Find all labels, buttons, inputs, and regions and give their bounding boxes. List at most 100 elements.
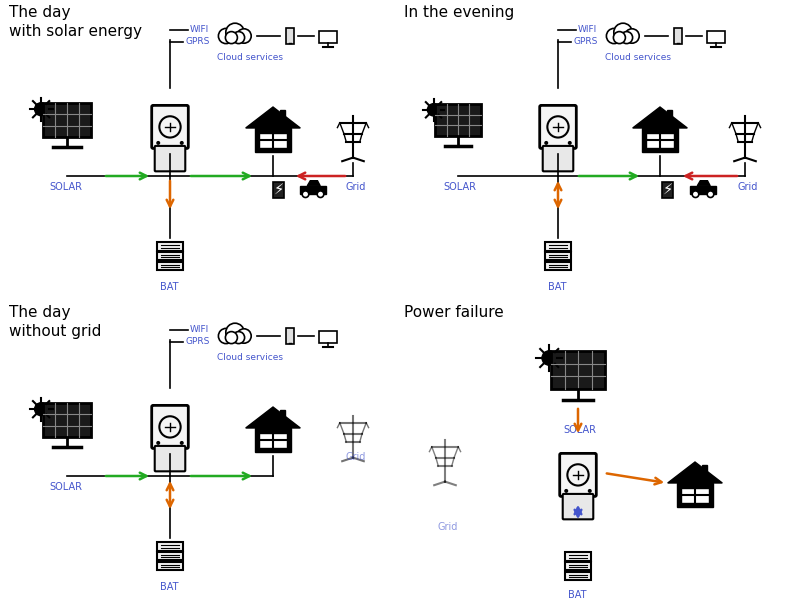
Circle shape [226, 323, 244, 341]
Text: Grid: Grid [437, 522, 457, 532]
Text: Cloud services: Cloud services [217, 53, 283, 62]
Text: SOLAR: SOLAR [49, 482, 82, 492]
Bar [273, 182, 284, 198]
Polygon shape [668, 462, 722, 483]
Bar [690, 186, 716, 194]
Circle shape [225, 32, 238, 44]
Circle shape [318, 191, 324, 197]
Bar [259, 433, 287, 448]
Polygon shape [633, 107, 687, 128]
Circle shape [225, 332, 238, 344]
Circle shape [692, 191, 699, 197]
FancyBboxPatch shape [540, 106, 576, 148]
Circle shape [226, 23, 244, 41]
Circle shape [218, 28, 234, 44]
Bar [157, 542, 183, 551]
Text: Power failure: Power failure [404, 305, 504, 320]
Polygon shape [246, 107, 300, 128]
Text: SOLAR: SOLAR [49, 182, 82, 192]
Circle shape [232, 32, 245, 44]
Text: Grid: Grid [345, 182, 365, 192]
Bar [43, 403, 92, 437]
Circle shape [180, 441, 184, 445]
Circle shape [564, 489, 568, 493]
Circle shape [180, 141, 184, 145]
Text: WIFI: WIFI [190, 25, 209, 34]
Bar [319, 31, 337, 43]
Circle shape [613, 32, 626, 44]
Circle shape [621, 32, 633, 44]
Bar [662, 182, 673, 198]
Text: ⚡: ⚡ [274, 182, 284, 197]
Bar [545, 252, 571, 260]
Text: Cloud services: Cloud services [217, 353, 283, 362]
Circle shape [156, 141, 160, 145]
Circle shape [614, 23, 632, 41]
Bar [280, 110, 284, 121]
Bar [565, 553, 591, 561]
Polygon shape [307, 181, 320, 186]
Bar [681, 488, 709, 503]
Text: Grid: Grid [737, 182, 758, 192]
Polygon shape [698, 181, 710, 186]
Bar [157, 252, 183, 260]
Bar [565, 562, 591, 571]
Text: BAT: BAT [548, 282, 566, 292]
Text: SOLAR: SOLAR [443, 182, 476, 192]
Text: BAT: BAT [160, 582, 179, 592]
Text: WIFI: WIFI [578, 25, 597, 34]
Circle shape [427, 104, 440, 116]
Bar [157, 562, 183, 570]
Polygon shape [246, 407, 300, 428]
Bar [677, 483, 713, 507]
Bar [707, 31, 725, 43]
Text: GPRS: GPRS [185, 337, 209, 346]
Circle shape [303, 191, 309, 197]
Circle shape [237, 29, 251, 43]
Bar [157, 552, 183, 560]
Text: GPRS: GPRS [573, 37, 597, 46]
Bar [702, 466, 706, 476]
Text: WIFI: WIFI [190, 325, 209, 335]
Text: SOLAR: SOLAR [563, 425, 596, 435]
Bar [157, 242, 183, 251]
Circle shape [218, 328, 234, 344]
Bar [551, 351, 605, 389]
Circle shape [237, 329, 251, 343]
Text: BAT: BAT [160, 282, 179, 292]
Circle shape [35, 403, 47, 416]
Circle shape [544, 141, 548, 145]
Bar [259, 133, 287, 148]
Text: Grid: Grid [345, 452, 365, 462]
Circle shape [35, 103, 47, 116]
Circle shape [156, 441, 160, 445]
Bar [668, 110, 672, 121]
Circle shape [542, 351, 556, 365]
Bar [565, 572, 591, 580]
Text: In the evening: In the evening [404, 5, 514, 20]
Circle shape [625, 29, 639, 43]
Circle shape [232, 332, 245, 344]
Bar [435, 104, 481, 136]
Circle shape [707, 191, 714, 197]
FancyBboxPatch shape [155, 146, 186, 172]
FancyBboxPatch shape [543, 146, 574, 172]
FancyBboxPatch shape [559, 454, 596, 496]
Bar [255, 128, 292, 152]
Text: BAT: BAT [568, 590, 586, 600]
FancyBboxPatch shape [562, 494, 593, 520]
Bar [255, 428, 292, 452]
Bar [286, 28, 294, 44]
Text: Cloud services: Cloud services [605, 53, 671, 62]
Bar [300, 186, 325, 194]
FancyBboxPatch shape [155, 446, 186, 472]
Bar [286, 328, 294, 344]
Circle shape [568, 141, 572, 145]
Bar [43, 103, 92, 137]
Bar [674, 28, 683, 44]
Text: GPRS: GPRS [185, 37, 209, 46]
Text: ⚡: ⚡ [663, 182, 673, 197]
Bar [157, 262, 183, 270]
Bar [280, 410, 284, 421]
Text: The day
without grid: The day without grid [9, 305, 101, 339]
